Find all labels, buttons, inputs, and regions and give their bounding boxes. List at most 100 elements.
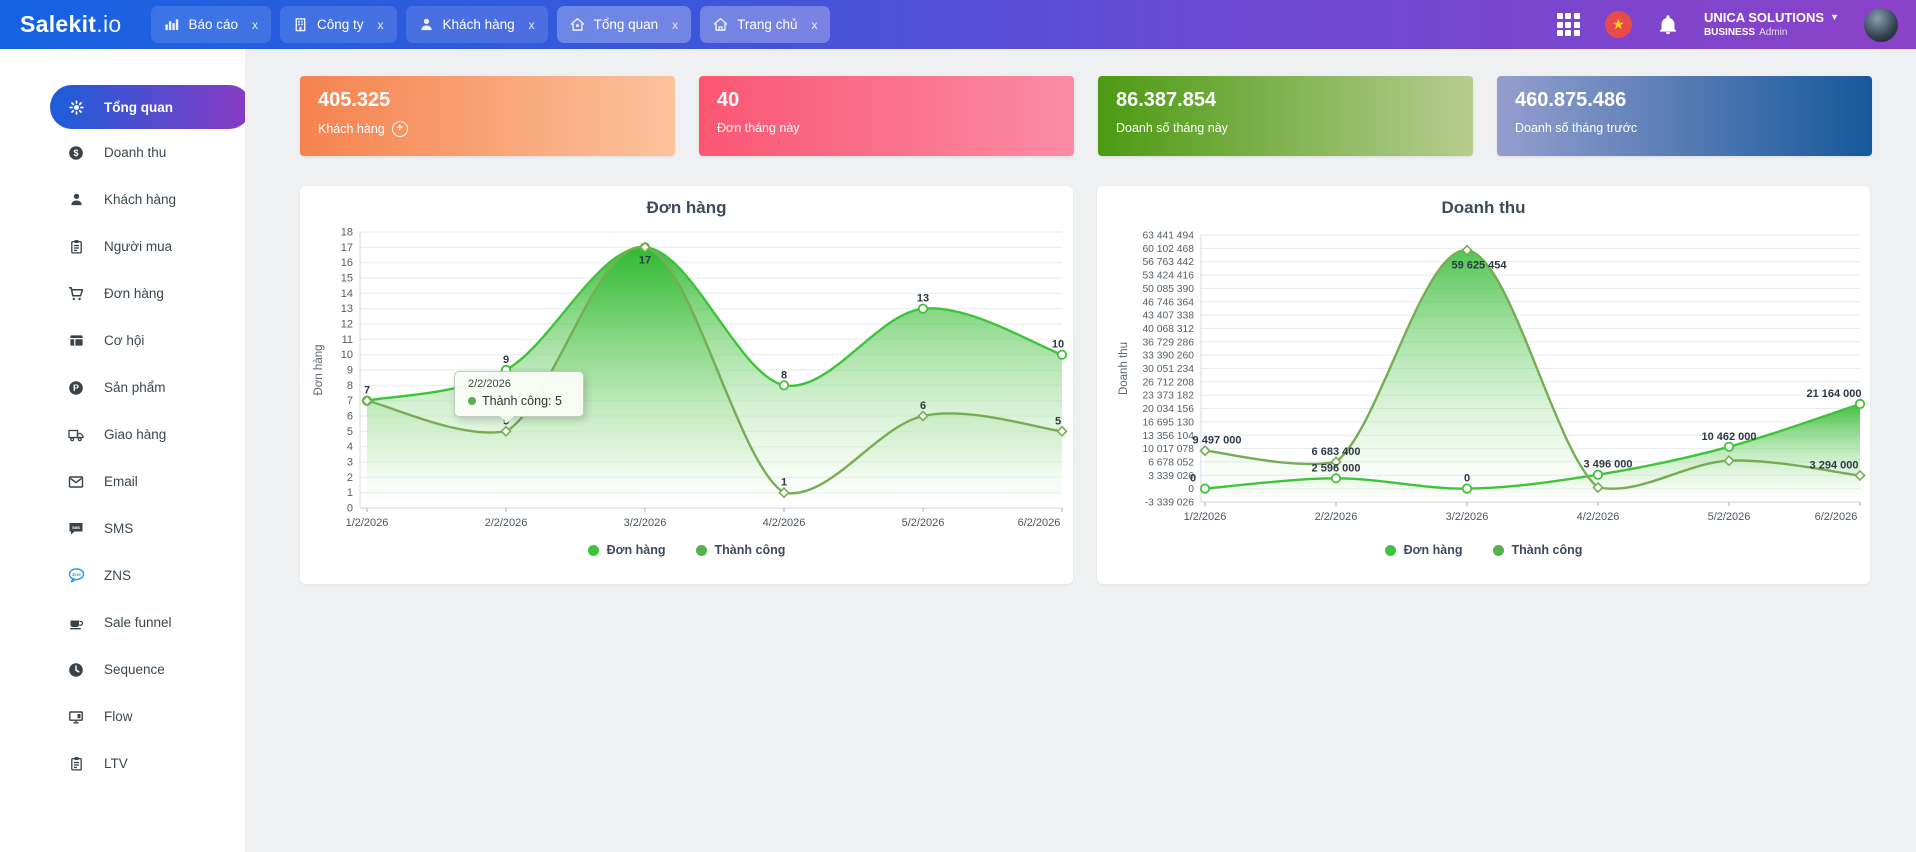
svg-text:7: 7	[347, 395, 353, 407]
sidebar: Tổng quan $ Doanh thu Khách hàng Người m…	[0, 49, 251, 852]
user-icon	[419, 17, 434, 32]
svg-text:10: 10	[341, 349, 353, 361]
tab-trang-chu[interactable]: Trang chủ x	[700, 6, 831, 43]
dollar-circle-icon: $	[66, 145, 86, 161]
stat-card-value: 405.325	[318, 89, 391, 111]
y-axis-title: Doanh thu	[1118, 342, 1130, 395]
sidebar-item-giao-hang[interactable]: Giao hàng	[0, 411, 245, 458]
avatar[interactable]	[1864, 7, 1898, 42]
legend-item-thanh-cong[interactable]: Thành công	[695, 543, 786, 557]
tab-tong-quan[interactable]: Tổng quan x	[556, 6, 692, 43]
svg-text:21 164 000: 21 164 000	[1806, 388, 1861, 400]
svg-text:30 051 234: 30 051 234	[1142, 364, 1194, 375]
chart-panel-doanh-thu: Doanh thu Doanh thu 63 441 494 60 102 468 56…	[1097, 186, 1870, 584]
stat-card-label: Khách hàng	[318, 122, 385, 136]
sidebar-item-sms[interactable]: SMS SMS	[0, 505, 245, 552]
stat-card-value: 40	[717, 89, 740, 111]
clipboard-icon	[66, 756, 86, 771]
svg-text:14: 14	[341, 288, 353, 300]
clock-icon	[66, 662, 86, 678]
svg-text:9: 9	[503, 354, 509, 366]
tab-close-icon[interactable]: x	[811, 17, 818, 32]
stat-card-doanh-so-thang-nay: 86.387.854 Doanh số tháng này	[1098, 76, 1473, 156]
svg-text:3/2/2026: 3/2/2026	[624, 517, 667, 529]
sidebar-item-khach-hang[interactable]: Khách hàng	[0, 176, 245, 223]
sidebar-item-doanh-thu[interactable]: $ Doanh thu	[0, 129, 245, 176]
svg-text:50 085 390: 50 085 390	[1142, 284, 1194, 295]
tab-bao-cao[interactable]: Báo cáo x	[151, 6, 272, 43]
svg-text:15: 15	[341, 273, 353, 285]
sidebar-item-sale-funnel[interactable]: Sale funnel	[0, 599, 245, 646]
legend-label: Đơn hàng	[606, 543, 666, 557]
legend-label: Thành công	[714, 543, 786, 557]
legend-item-thanh-cong[interactable]: Thành công	[1492, 543, 1583, 557]
sidebar-item-ltv[interactable]: LTV	[0, 740, 245, 787]
legend-label: Thành công	[1511, 543, 1583, 557]
account-menu[interactable]: UNICA SOLUTIONS ▼ BUSINESS Admin	[1704, 10, 1839, 40]
svg-text:5/2/2026: 5/2/2026	[1708, 511, 1751, 523]
svg-text:13 356 104: 13 356 104	[1142, 431, 1194, 442]
svg-text:8: 8	[781, 369, 787, 381]
svg-text:4/2/2026: 4/2/2026	[763, 517, 806, 529]
user-icon	[66, 192, 86, 207]
notifications-bell-icon[interactable]	[1657, 14, 1679, 36]
sidebar-item-co-hoi[interactable]: Cơ hội	[0, 317, 245, 364]
legend-item-don-hang[interactable]: Đơn hàng	[1384, 543, 1463, 557]
svg-text:1/2/2026: 1/2/2026	[1184, 511, 1227, 523]
vietnam-flag-icon[interactable]: ★	[1604, 11, 1632, 38]
product-p-icon: P	[66, 380, 86, 396]
apps-grid-icon[interactable]	[1556, 13, 1580, 36]
sidebar-item-tong-quan[interactable]: Tổng quan	[50, 85, 251, 129]
sidebar-item-label: ZNS	[104, 568, 131, 583]
legend-item-don-hang[interactable]: Đơn hàng	[587, 543, 666, 557]
chevron-down-icon: ▼	[1830, 12, 1839, 23]
svg-text:-3 339 026: -3 339 026	[1145, 498, 1195, 509]
svg-text:0: 0	[1188, 484, 1194, 495]
topbar: Salekit.io Báo cáo x Công ty x Khách hàn…	[0, 0, 1916, 49]
svg-text:6: 6	[347, 411, 353, 423]
sidebar-item-don-hang[interactable]: Đơn hàng	[0, 270, 245, 317]
sidebar-item-nguoi-mua[interactable]: Người mua	[0, 223, 245, 270]
app-logo[interactable]: Salekit.io	[20, 11, 121, 38]
stat-card-doanh-so-thang-truoc: 460.875.486 Doanh số tháng trước	[1497, 76, 1872, 156]
tab-cong-ty[interactable]: Công ty x	[280, 6, 397, 43]
bar-chart-icon	[164, 17, 179, 32]
svg-text:Zns: Zns	[72, 572, 81, 578]
sidebar-item-sequence[interactable]: Sequence	[0, 646, 245, 693]
legend-dot-icon	[587, 544, 599, 556]
tab-label: Công ty	[317, 17, 364, 32]
account-name: UNICA SOLUTIONS	[1703, 9, 1825, 25]
svg-text:SMS: SMS	[72, 525, 80, 529]
tab-close-icon[interactable]: x	[528, 17, 535, 32]
chart-doanh-thu: Doanh thu Doanh thu 63 441 494 60 102 468 56…	[1118, 198, 1866, 523]
add-icon[interactable]: +	[391, 121, 408, 137]
sidebar-item-label: Flow	[104, 709, 133, 724]
svg-text:33 390 260: 33 390 260	[1142, 351, 1194, 362]
tab-close-icon[interactable]: x	[252, 17, 259, 32]
svg-text:60 102 468: 60 102 468	[1142, 244, 1194, 255]
tab-close-icon[interactable]: x	[672, 17, 679, 32]
sidebar-item-zns[interactable]: Zns ZNS	[0, 552, 245, 599]
svg-text:1/2/2026: 1/2/2026	[346, 517, 389, 529]
mail-icon	[66, 474, 86, 490]
tab-close-icon[interactable]: x	[377, 17, 384, 32]
tab-label: Tổng quan	[593, 17, 659, 32]
stat-card-value: 460.875.486	[1515, 89, 1627, 111]
sidebar-item-flow[interactable]: Flow	[0, 693, 245, 740]
clipboard-icon	[66, 239, 86, 254]
y-axis-title: Đơn hàng	[313, 344, 325, 395]
svg-text:3 496 000: 3 496 000	[1584, 459, 1633, 471]
svg-text:5: 5	[1055, 415, 1061, 427]
sidebar-item-email[interactable]: Email	[0, 458, 245, 505]
sidebar-item-label: Sản phẩm	[104, 380, 166, 395]
svg-text:0: 0	[347, 503, 353, 515]
sidebar-item-label: LTV	[104, 756, 128, 771]
tab-label: Khách hàng	[442, 17, 515, 32]
tab-khach-hang[interactable]: Khách hàng x	[405, 6, 548, 43]
svg-text:56 763 442: 56 763 442	[1142, 257, 1194, 268]
sidebar-item-san-pham[interactable]: P Sản phẩm	[0, 364, 245, 411]
svg-text:2: 2	[347, 472, 353, 484]
building-icon	[293, 17, 308, 32]
svg-text:$: $	[73, 148, 78, 158]
